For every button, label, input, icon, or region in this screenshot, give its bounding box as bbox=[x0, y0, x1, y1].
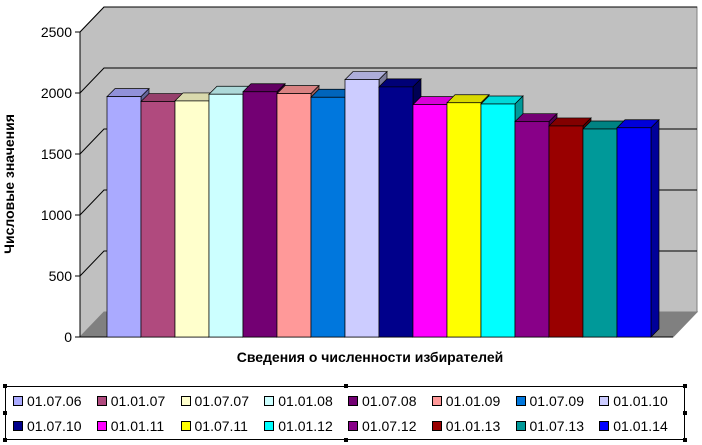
legend-label: 01.07.11 bbox=[194, 418, 248, 434]
legend-item[interactable]: 01.07.13 bbox=[513, 414, 597, 438]
resize-handle[interactable] bbox=[344, 384, 348, 388]
legend-swatch bbox=[599, 421, 610, 431]
bar-front bbox=[480, 103, 516, 338]
legend-item[interactable]: 01.01.09 bbox=[429, 389, 513, 413]
legend-item[interactable]: 01.01.14 bbox=[596, 414, 680, 438]
bar-front bbox=[140, 101, 176, 338]
legend-item[interactable]: 01.07.06 bbox=[10, 389, 94, 413]
y-tick-label: 2500 bbox=[41, 24, 72, 40]
legend-item[interactable]: 01.01.13 bbox=[429, 414, 513, 438]
legend-label: 01.07.12 bbox=[362, 418, 417, 434]
legend-swatch bbox=[180, 421, 191, 431]
legend-label: 01.01.11 bbox=[110, 418, 165, 434]
y-tick-label: 0 bbox=[64, 329, 72, 345]
bar-front bbox=[582, 128, 618, 338]
bar-front bbox=[106, 96, 142, 338]
legend-label: 01.07.10 bbox=[27, 418, 82, 434]
legend-label: 01.07.06 bbox=[27, 393, 82, 409]
legend-item[interactable]: 01.07.09 bbox=[513, 389, 597, 413]
bar-front bbox=[616, 127, 652, 338]
bar[interactable] bbox=[616, 118, 660, 338]
resize-handle[interactable] bbox=[683, 438, 687, 442]
x-axis-title: Сведения о численности избирателей bbox=[237, 349, 504, 365]
legend[interactable]: 01.07.06 01.01.07 01.07.07 01.01.08 01.07.08… bbox=[3, 384, 687, 442]
y-axis-title: Числовые значения bbox=[1, 114, 17, 254]
bar-front bbox=[378, 86, 414, 338]
resize-handle[interactable] bbox=[344, 438, 348, 442]
legend-item[interactable]: 01.07.08 bbox=[345, 389, 429, 413]
legend-item[interactable]: 01.01.10 bbox=[596, 389, 680, 413]
legend-label: 01.01.10 bbox=[613, 393, 668, 409]
legend-swatch bbox=[264, 396, 275, 406]
legend-item[interactable]: 01.01.12 bbox=[261, 414, 345, 438]
bar-front bbox=[446, 102, 482, 338]
bar-front bbox=[548, 125, 584, 338]
resize-handle[interactable] bbox=[3, 411, 7, 415]
legend-label: 01.01.13 bbox=[445, 418, 501, 434]
resize-handle[interactable] bbox=[3, 384, 7, 388]
bar-front bbox=[208, 93, 244, 338]
legend-swatch bbox=[431, 396, 442, 406]
legend-label: 01.07.08 bbox=[362, 393, 417, 409]
legend-swatch bbox=[13, 421, 23, 431]
legend-item[interactable]: 01.01.08 bbox=[261, 389, 345, 413]
y-tick-label: 2000 bbox=[41, 85, 72, 101]
resize-handle[interactable] bbox=[3, 438, 7, 442]
legend-swatch bbox=[515, 396, 526, 406]
bar-chart: 0 500 1000 1500 2000 2500 Числовые значения С… bbox=[1, 6, 699, 365]
bar-front bbox=[412, 104, 448, 338]
bar-front bbox=[276, 93, 312, 338]
bar-front bbox=[242, 91, 278, 338]
legend-item[interactable]: 01.01.07 bbox=[94, 389, 178, 413]
legend-swatch bbox=[348, 421, 358, 431]
legend-swatch bbox=[180, 396, 191, 406]
legend-label: 01.01.14 bbox=[613, 418, 668, 434]
legend-item[interactable]: 01.07.10 bbox=[10, 414, 94, 438]
y-tick-label: 1000 bbox=[41, 207, 72, 223]
bar-front bbox=[174, 100, 210, 338]
legend-swatch bbox=[515, 421, 526, 431]
legend-label: 01.07.13 bbox=[529, 418, 585, 434]
legend-swatch bbox=[348, 396, 358, 406]
bar-front bbox=[344, 79, 380, 338]
resize-handle[interactable] bbox=[683, 384, 687, 388]
resize-handle[interactable] bbox=[683, 411, 687, 415]
legend-item[interactable]: 01.01.11 bbox=[94, 414, 178, 438]
gridline bbox=[79, 67, 697, 94]
legend-label: 01.01.07 bbox=[110, 393, 166, 409]
legend-swatch bbox=[96, 421, 107, 431]
legend-label: 01.01.12 bbox=[278, 418, 333, 434]
legend-label: 01.07.09 bbox=[529, 393, 585, 409]
legend-label: 01.07.07 bbox=[194, 393, 250, 409]
legend-swatch bbox=[264, 421, 275, 431]
legend-label: 01.01.08 bbox=[278, 393, 333, 409]
legend-item[interactable]: 01.07.07 bbox=[178, 389, 262, 413]
legend-item[interactable]: 01.07.12 bbox=[345, 414, 429, 438]
legend-swatch bbox=[13, 396, 23, 406]
legend-swatch bbox=[96, 396, 107, 406]
legend-item[interactable]: 01.07.11 bbox=[178, 414, 262, 438]
legend-label: 01.01.09 bbox=[445, 393, 501, 409]
y-tick-label: 1500 bbox=[41, 146, 72, 162]
legend-swatch bbox=[599, 396, 610, 406]
bar-front bbox=[310, 96, 346, 338]
bar[interactable] bbox=[480, 95, 524, 338]
bar-side bbox=[650, 118, 660, 338]
y-tick-label: 500 bbox=[49, 268, 73, 284]
bar-front bbox=[514, 121, 550, 338]
gridline bbox=[79, 6, 697, 33]
legend-swatch bbox=[431, 421, 442, 431]
